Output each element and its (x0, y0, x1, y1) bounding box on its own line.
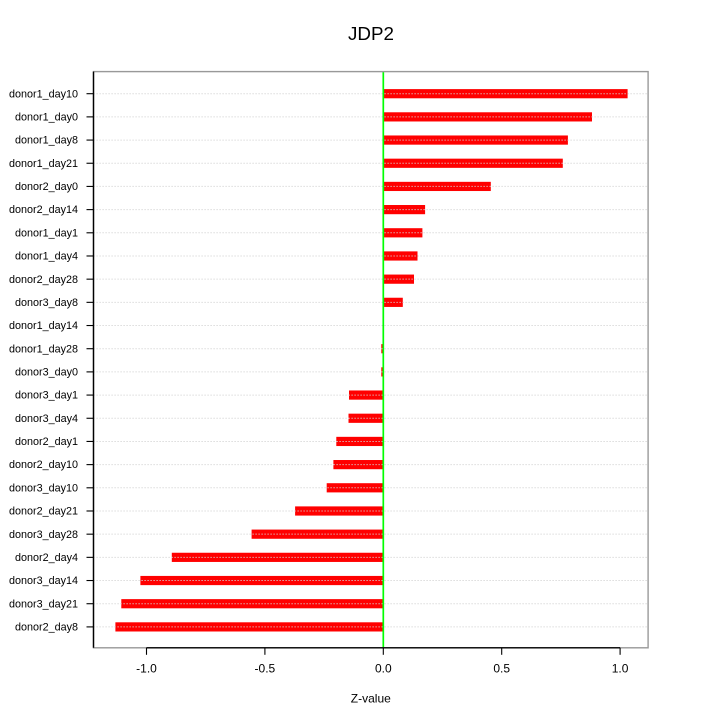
svg-text:donor1_day4: donor1_day4 (15, 251, 78, 263)
svg-text:donor2_day21: donor2_day21 (9, 506, 78, 518)
svg-text:donor3_day10: donor3_day10 (9, 482, 78, 494)
svg-text:JDP2: JDP2 (348, 23, 394, 44)
svg-text:donor3_day8: donor3_day8 (15, 297, 78, 309)
svg-text:donor2_day8: donor2_day8 (15, 622, 78, 634)
svg-text:donor1_day0: donor1_day0 (15, 111, 78, 123)
svg-text:donor3_day14: donor3_day14 (9, 575, 78, 587)
svg-text:donor1_day14: donor1_day14 (9, 320, 78, 332)
svg-text:-1.0: -1.0 (136, 662, 157, 676)
svg-text:donor2_day0: donor2_day0 (15, 181, 78, 193)
svg-text:donor3_day4: donor3_day4 (15, 413, 78, 425)
svg-text:Z-value: Z-value (351, 692, 391, 706)
svg-text:donor2_day14: donor2_day14 (9, 204, 78, 216)
svg-text:donor3_day1: donor3_day1 (15, 390, 78, 402)
svg-text:donor3_day28: donor3_day28 (9, 529, 78, 541)
svg-text:donor1_day8: donor1_day8 (15, 135, 78, 147)
svg-text:-0.5: -0.5 (255, 662, 276, 676)
svg-text:donor2_day1: donor2_day1 (15, 436, 78, 448)
svg-text:donor2_day10: donor2_day10 (9, 459, 78, 471)
svg-text:donor1_day21: donor1_day21 (9, 158, 78, 170)
svg-text:donor3_day0: donor3_day0 (15, 366, 78, 378)
svg-text:1.0: 1.0 (612, 662, 629, 676)
svg-text:donor1_day10: donor1_day10 (9, 88, 78, 100)
svg-text:donor2_day4: donor2_day4 (15, 552, 78, 564)
svg-text:donor1_day28: donor1_day28 (9, 343, 78, 355)
svg-text:0.5: 0.5 (493, 662, 510, 676)
svg-text:0.0: 0.0 (375, 662, 392, 676)
svg-text:donor2_day28: donor2_day28 (9, 274, 78, 286)
svg-text:donor3_day21: donor3_day21 (9, 598, 78, 610)
svg-text:donor1_day1: donor1_day1 (15, 227, 78, 239)
